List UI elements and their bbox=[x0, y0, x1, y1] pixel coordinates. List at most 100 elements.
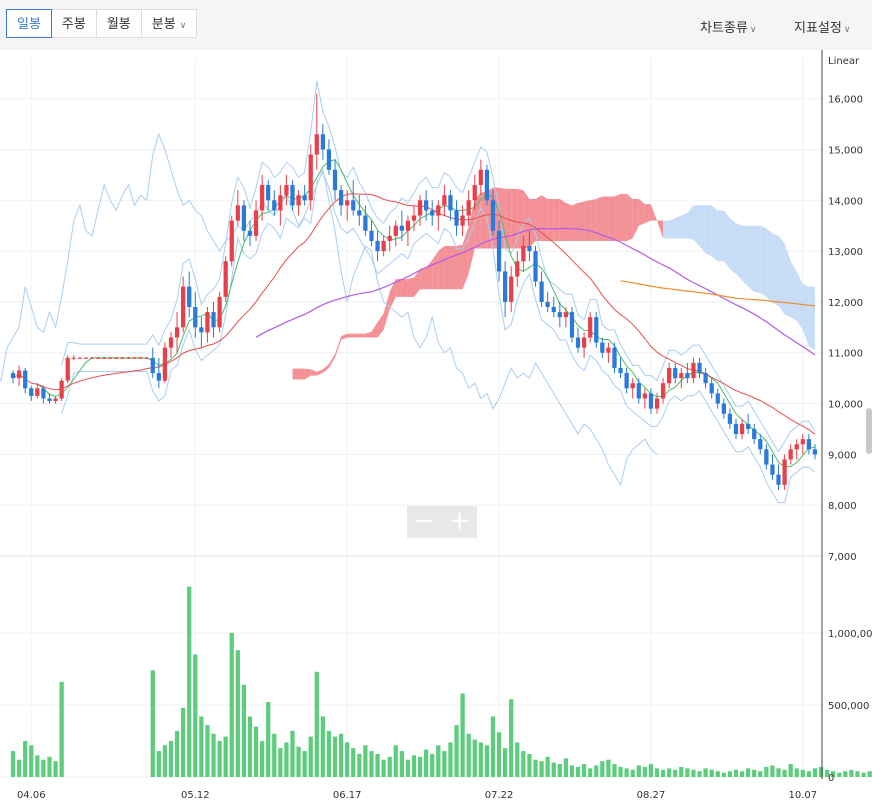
candle-body bbox=[59, 380, 64, 399]
volume-bar bbox=[187, 586, 192, 777]
price-tick-label: 15,000 bbox=[828, 145, 863, 156]
candle-body bbox=[575, 337, 581, 348]
volume-bar bbox=[424, 749, 429, 777]
cloud-segment bbox=[638, 199, 645, 226]
cloud-segment bbox=[359, 333, 366, 338]
tab-monthly[interactable]: 월봉 bbox=[95, 9, 142, 38]
candle-body bbox=[168, 337, 174, 348]
cloud-segment bbox=[717, 210, 724, 262]
volume-bar bbox=[575, 766, 581, 777]
cloud-segment bbox=[675, 215, 682, 239]
candle-body bbox=[205, 312, 210, 333]
cloud-segment bbox=[444, 246, 451, 290]
volume-bar bbox=[855, 771, 860, 777]
volume-bar bbox=[369, 751, 374, 777]
candle-body bbox=[503, 271, 508, 302]
volume-bar bbox=[618, 766, 623, 777]
volume-bar bbox=[673, 769, 678, 777]
volume-bar bbox=[648, 764, 654, 777]
volume-bar bbox=[703, 768, 708, 777]
volume-bar bbox=[606, 759, 611, 777]
candle-body bbox=[102, 357, 107, 359]
candle-body bbox=[739, 423, 745, 435]
candle-body bbox=[211, 312, 216, 328]
volume-bar bbox=[727, 771, 733, 777]
volume-bar bbox=[770, 765, 775, 777]
candle-body bbox=[454, 210, 459, 226]
candle-body bbox=[660, 383, 666, 399]
candle-body bbox=[411, 215, 417, 221]
candle-body bbox=[654, 398, 660, 409]
candle-body bbox=[478, 169, 483, 186]
cloud-segment bbox=[802, 284, 809, 347]
volume-bar bbox=[156, 751, 161, 777]
candle-body bbox=[89, 357, 95, 359]
candle-body bbox=[193, 307, 198, 328]
volume-bar bbox=[436, 745, 441, 777]
volume-bar bbox=[338, 733, 344, 777]
volume-bar bbox=[363, 745, 368, 777]
volume-bar bbox=[496, 732, 502, 777]
zoom-control: − + bbox=[407, 506, 477, 538]
cloud-segment bbox=[693, 205, 700, 247]
candle-body bbox=[132, 357, 137, 359]
volume-bar bbox=[211, 733, 216, 777]
cloud-segment bbox=[541, 195, 548, 241]
cloud-segment bbox=[347, 333, 354, 338]
cloud-segment bbox=[772, 233, 779, 306]
cloud-segment bbox=[614, 193, 621, 241]
volume-bar bbox=[332, 736, 338, 777]
tab-minute[interactable]: 분봉 ∨ bbox=[140, 9, 198, 38]
candle-body bbox=[314, 134, 319, 155]
volume-bar bbox=[709, 769, 714, 777]
tab-daily[interactable]: 일봉 bbox=[6, 9, 52, 38]
candle-body bbox=[53, 398, 58, 402]
candle-body bbox=[16, 370, 22, 379]
volume-bar bbox=[314, 671, 319, 777]
zoom-in-button[interactable]: + bbox=[448, 506, 471, 536]
volume-bar bbox=[181, 707, 186, 777]
volume-bar bbox=[776, 768, 781, 777]
cloud-segment bbox=[663, 220, 670, 239]
cloud-segment bbox=[723, 210, 730, 269]
price-tick-label: 7,000 bbox=[828, 552, 857, 563]
period-tabs: 일봉 주봉 월봉 분봉 ∨ bbox=[6, 9, 198, 38]
cloud-segment bbox=[468, 199, 475, 274]
volume-bar bbox=[600, 761, 605, 777]
cloud-segment bbox=[681, 212, 688, 239]
chart-type-menu[interactable]: 차트종류 ∨ bbox=[700, 17, 756, 36]
tab-weekly-label: 주봉 bbox=[61, 17, 86, 32]
cloud-segment bbox=[298, 368, 305, 380]
candle-body bbox=[41, 388, 46, 399]
cloud-segment bbox=[669, 218, 676, 239]
indicator-settings-menu[interactable]: 지표설정 ∨ bbox=[794, 17, 850, 36]
volume-bar bbox=[660, 769, 666, 777]
candle-body bbox=[472, 185, 477, 201]
zoom-out-button[interactable]: − bbox=[413, 506, 436, 536]
candle-body bbox=[563, 312, 569, 318]
cloud-segment bbox=[711, 205, 718, 262]
cloud-segment bbox=[316, 369, 323, 376]
price-tick-label: 14,000 bbox=[828, 196, 863, 207]
volume-bar bbox=[302, 751, 307, 777]
chart-axes: Linear 16,000 15,000 14,000 13,000 12,000 11,0… bbox=[17, 50, 872, 801]
candle-body bbox=[77, 357, 82, 359]
candle-body bbox=[217, 296, 222, 328]
tab-minute-label: 분봉 bbox=[151, 17, 176, 32]
cloud-segment bbox=[383, 291, 390, 330]
ma60-line bbox=[255, 227, 816, 356]
volume-bar bbox=[411, 755, 417, 777]
scroll-handle[interactable] bbox=[866, 408, 872, 454]
candle-body bbox=[83, 357, 89, 359]
volume-bar bbox=[47, 756, 52, 777]
volume-bar bbox=[764, 766, 769, 777]
cloud-segment bbox=[377, 313, 384, 338]
volume-bar bbox=[818, 766, 824, 777]
candle-body bbox=[351, 200, 356, 211]
volume-tick-label: 500,000 bbox=[828, 701, 869, 712]
candle-body bbox=[612, 347, 617, 368]
volume-bar bbox=[10, 751, 16, 777]
candle-body bbox=[187, 286, 192, 307]
candle-body bbox=[509, 276, 514, 302]
